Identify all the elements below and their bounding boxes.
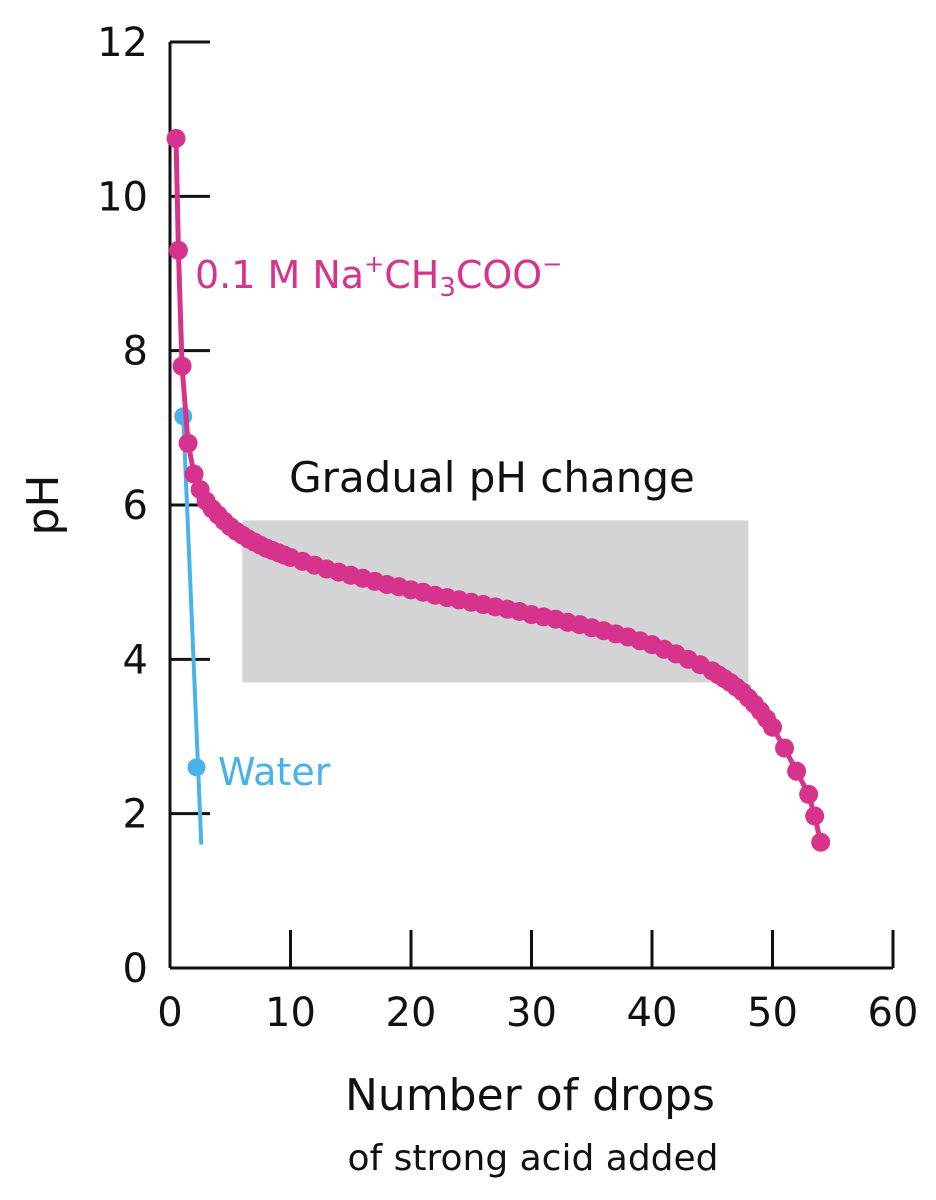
x-tick-label: 60 <box>868 990 919 1036</box>
acetate-point <box>799 784 819 804</box>
gradual-change-label: Gradual pH change <box>289 453 695 502</box>
water-point <box>187 758 206 777</box>
x-tick-label: 50 <box>747 990 798 1036</box>
y-tick-label: 6 <box>123 483 148 529</box>
y-tick-label: 8 <box>123 329 148 375</box>
acetate-point <box>172 356 192 376</box>
y-tick-label: 2 <box>123 792 148 838</box>
acetate-label-sup2: − <box>542 250 562 278</box>
acetate-point <box>763 717 782 737</box>
y-axis-title: pH <box>18 474 69 535</box>
acetate-point <box>166 128 186 148</box>
acetate-point <box>775 738 795 758</box>
acetate-point <box>168 240 188 260</box>
acetate-point <box>178 433 198 453</box>
acetate-point <box>184 464 204 484</box>
water-series-label: Water <box>218 750 331 794</box>
y-tick-label: 4 <box>123 637 148 683</box>
acetate-series <box>166 128 831 852</box>
y-tick-label: 12 <box>97 20 148 66</box>
acetate-point <box>787 761 807 781</box>
acetate-label-post: COO <box>456 253 542 297</box>
x-axis-subtitle: of strong acid added <box>347 1138 718 1179</box>
y-axis-ticks: 0 2 4 6 8 10 12 <box>97 20 210 992</box>
y-tick-label: 0 <box>123 946 148 992</box>
x-tick-label: 20 <box>386 990 437 1036</box>
x-axis-title: Number of drops <box>345 1070 715 1121</box>
y-tick-label: 10 <box>97 174 148 220</box>
acetate-point <box>811 832 831 852</box>
x-axis-ticks: 0 10 20 30 40 50 60 <box>157 930 918 1036</box>
x-tick-label: 30 <box>506 990 557 1036</box>
x-tick-label: 40 <box>627 990 678 1036</box>
acetate-label-sup1: + <box>364 250 384 278</box>
acetate-label-pre: 0.1 M Na <box>195 253 364 297</box>
acetate-point <box>805 806 825 826</box>
x-tick-label: 10 <box>265 990 316 1036</box>
x-tick-label: 0 <box>157 990 182 1036</box>
acetate-label-sub: 3 <box>439 273 456 303</box>
acetate-label-mid: CH <box>384 253 439 297</box>
acetate-series-label: 0.1 M Na+CH3COO− <box>195 250 562 303</box>
